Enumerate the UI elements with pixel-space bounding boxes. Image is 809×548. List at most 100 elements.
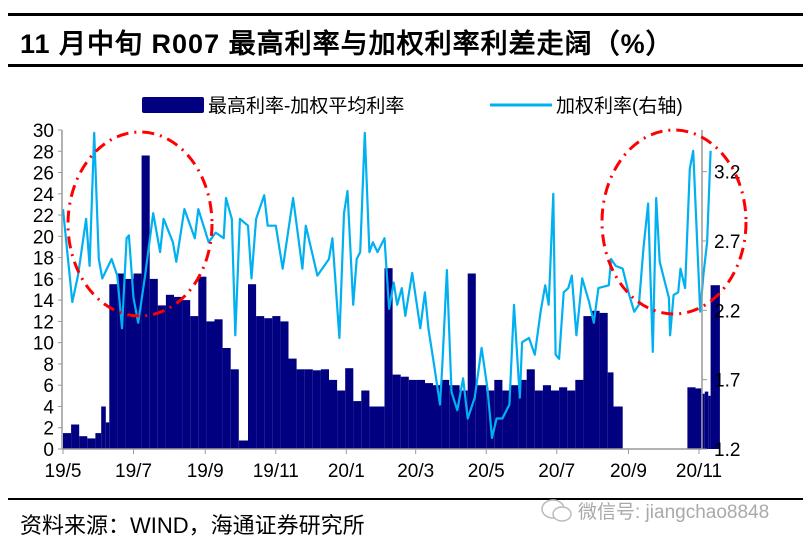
left-tick-label: 14 [33,291,55,312]
annotation-ellipse-left [66,130,214,318]
bar [174,296,183,449]
x-tick-label: 20/1 [328,461,365,482]
bar [567,390,576,449]
left-tick-label: 6 [43,376,54,397]
bar [449,385,460,449]
bar [105,422,110,449]
bar [101,406,106,449]
bar [583,316,592,449]
bar [433,385,442,449]
bar [280,321,289,449]
bar [87,438,96,449]
bar [71,424,80,449]
left-tick-label: 0 [43,440,54,461]
left-tick-label: 16 [33,270,54,291]
bar [141,155,150,449]
bar [416,379,425,449]
left-tick-label: 2 [43,419,54,440]
bar [133,273,142,449]
left-tick-label: 22 [33,206,54,227]
bar [559,387,568,449]
bar [599,312,608,449]
bar [264,318,273,449]
watermark-text: 微信号: jiangchao8848 [578,502,770,523]
bar [79,436,88,449]
bar [353,401,362,449]
left-tick-label: 8 [43,355,54,376]
x-tick-label: 19/7 [115,461,152,482]
bar [502,390,511,449]
bar [467,273,476,449]
x-tick-label: 20/5 [468,461,505,482]
bar [424,383,433,449]
bar [510,385,519,449]
footer-rule [8,498,803,500]
bar [198,276,207,449]
bar [296,369,305,450]
bar [710,285,720,449]
bar [337,390,346,449]
bar [613,406,623,449]
chart-title: 11 月中旬 R007 最高利率与加权利率利差走阔（%） [20,29,674,59]
bar [475,385,487,449]
wechat-icon [541,498,572,522]
bar [190,316,199,449]
bar [304,369,313,450]
left-tick-label: 10 [33,334,54,355]
bar [392,374,401,449]
bar [551,390,560,449]
bar [312,370,321,449]
left-tick-label: 24 [33,185,55,206]
x-tick-label: 20/7 [538,461,575,482]
bar [408,379,417,449]
x-tick-label: 20/3 [397,461,434,482]
bar [125,278,134,449]
x-tick-label: 19/9 [187,461,224,482]
left-tick-label: 12 [33,312,54,333]
x-tick-label: 20/9 [610,461,647,482]
bar [542,385,551,449]
bar [63,433,72,449]
left-tick-label: 4 [43,397,54,418]
legend-label-bars: 最高利率-加权平均利率 [208,95,404,117]
right-tick-label: 2.2 [714,301,740,322]
bar [272,316,281,449]
bar [526,369,535,450]
bar [518,379,527,449]
x-tick-label: 19/11 [253,461,299,482]
left-tick-label: 20 [33,227,54,248]
bar [214,319,223,449]
bar [369,406,385,449]
bar [687,387,696,449]
title-top-rule [8,13,803,16]
bar [149,278,158,449]
bar [607,372,614,449]
chart: 最高利率-加权平均利率 加权利率(右轴) 0246810121416182022… [33,95,748,482]
right-tick-label: 1.7 [714,371,740,392]
left-tick-label: 30 [33,121,54,142]
bar [157,305,166,449]
bar [320,369,329,450]
legend: 最高利率-加权平均利率 加权利率(右轴) [142,95,683,117]
left-tick-label: 18 [33,249,54,270]
bar [441,379,450,449]
bar [95,433,102,449]
bar [165,294,174,449]
watermark: 微信号: jiangchao8848 [540,497,769,524]
bar [109,284,118,449]
bar [534,390,543,449]
axes: 0246810121416182022242628301.21.72.22.73… [33,121,741,482]
bar [384,268,393,449]
bar [206,321,215,449]
left-tick-label: 28 [33,142,54,163]
bar [494,379,503,449]
right-tick-label: 3.2 [714,163,740,184]
bar [591,310,600,449]
bar [182,300,191,449]
bar [575,379,584,449]
bar [256,316,265,449]
x-tick-label: 20/11 [676,461,722,482]
legend-label-line: 加权利率(右轴) [556,95,683,117]
bar [701,393,705,449]
bar-series [63,155,720,450]
